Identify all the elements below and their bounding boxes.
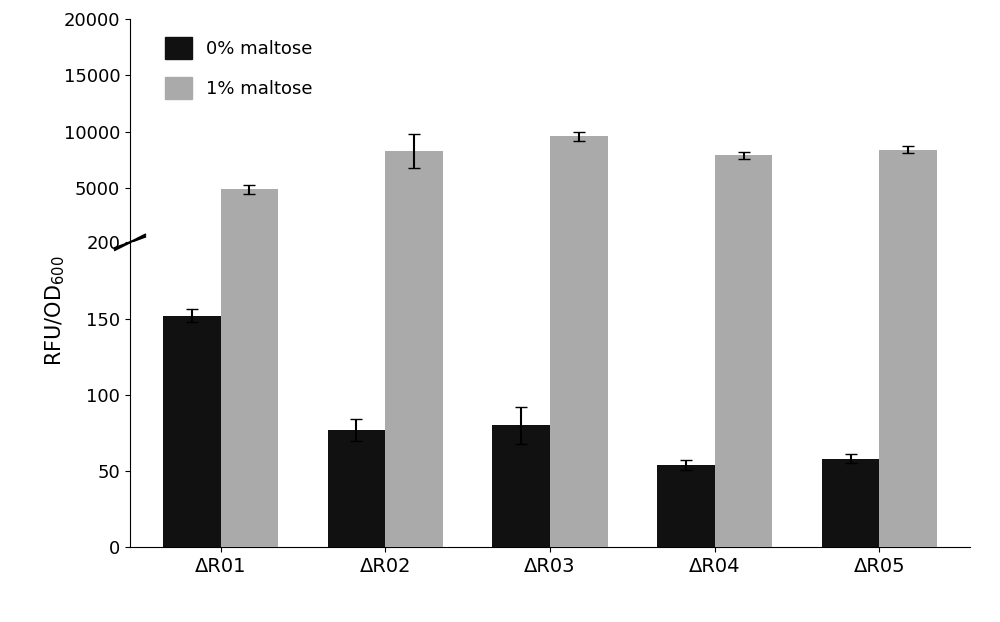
Bar: [715, 0, 772, 547]
Bar: [328, 430, 385, 547]
Legend: 0% maltose, 1% maltose: 0% maltose, 1% maltose: [156, 28, 322, 108]
Bar: [879, 0, 937, 547]
Bar: [492, 425, 550, 547]
Bar: [550, 0, 608, 547]
Bar: [221, 0, 278, 547]
Bar: [657, 465, 715, 547]
Bar: [879, 150, 937, 244]
Bar: [163, 315, 221, 547]
Bar: [550, 136, 608, 244]
Bar: [385, 151, 443, 244]
Bar: [385, 0, 443, 547]
Bar: [715, 156, 772, 244]
Text: RFU/OD$_{600}$: RFU/OD$_{600}$: [43, 256, 67, 366]
Bar: [822, 459, 879, 547]
Bar: [221, 189, 278, 244]
